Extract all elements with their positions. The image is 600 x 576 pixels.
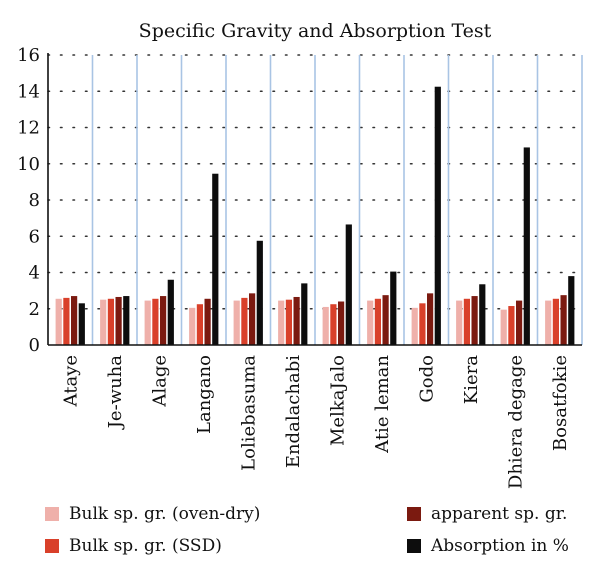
bar-alage-s4 [167,279,174,345]
bar-langano-s4 [212,173,219,345]
bar-ataye-s2 [63,297,70,345]
bar-godo-s4 [434,86,441,345]
legend-item-1: Bulk sp. gr. (oven-dry) [45,504,260,524]
grid [47,54,583,345]
bar-kiera-s3 [471,296,478,345]
legend: Bulk sp. gr. (oven-dry) Bulk sp. gr. (SSD… [0,496,600,576]
bar-je-wuha-s3 [115,296,122,345]
bar-langano-s2 [196,304,203,345]
bar-ataye-s4 [78,303,85,345]
bar-chart: Specific Gravity and Absorption Test 0 2 4… [17,20,583,489]
legend-swatch [45,507,59,521]
y-tick-label: 8 [29,190,40,211]
bar-langano-s1 [189,307,196,345]
x-tick-label: Godo [416,355,437,403]
bar-alage-s1 [144,300,151,345]
y-tick-label: 2 [29,299,40,320]
bar-je-wuha-s1 [100,299,107,345]
x-tick-label: Dhiera degage [505,355,526,489]
legend-label: Bulk sp. gr. (SSD) [69,536,222,556]
bar-endalachabi-s3 [293,296,300,345]
bar-dhiera-degage-s2 [508,306,515,345]
legend-label: Bulk sp. gr. (oven-dry) [69,504,261,524]
axes: 0 2 4 6 8 10 12 14 16 Ataye Je-wuha Alage Langano Lol… [17,45,582,489]
x-tick-label: Ataye [60,355,81,407]
legend-item-4: Absorption in % [407,536,569,556]
bar-bosatfokie-s1 [545,300,552,345]
x-tick-label: Atie leman [372,355,393,454]
bar-loliebasuma-s3 [249,293,256,345]
bar-atie-leman-s1 [367,300,374,345]
chart-title: Specific Gravity and Absorption Test [139,20,492,42]
bar-melkajalo-s3 [338,301,345,345]
bar-melkajalo-s4 [345,224,352,345]
bar-langano-s3 [204,298,211,345]
y-tick-label: 16 [17,45,40,66]
x-tick-label: Endalachabi [283,355,304,468]
y-tick-label: 4 [29,263,40,284]
bar-loliebasuma-s1 [233,300,240,345]
x-tick-label: Bosatfokie [550,355,571,451]
bars [55,86,575,345]
bar-atie-leman-s3 [382,295,389,345]
bar-godo-s3 [427,293,434,345]
bar-kiera-s4 [479,284,486,345]
bar-endalachabi-s2 [285,299,292,345]
x-tick-label: MelkaJalo [327,355,348,446]
bar-dhiera-degage-s4 [523,147,530,345]
bar-endalachabi-s4 [301,283,308,345]
bar-bosatfokie-s2 [552,298,559,345]
bar-melkajalo-s2 [330,304,337,345]
bar-alage-s3 [160,296,167,345]
legend-item-3: apparent sp. gr. [407,504,567,524]
legend-swatch [407,507,421,521]
x-tick-label: Je-wuha [105,355,126,431]
bar-godo-s1 [411,307,418,345]
y-tick-label: 6 [29,226,40,247]
x-tick-label: Alage [149,355,170,408]
bar-ataye-s1 [55,298,62,345]
bar-atie-leman-s4 [390,271,397,345]
bar-kiera-s2 [463,298,470,345]
bar-je-wuha-s2 [107,298,114,345]
legend-label: apparent sp. gr. [431,504,568,524]
y-tick-label: 12 [17,118,40,139]
y-tick-label: 14 [17,81,40,102]
legend-swatch [45,539,59,553]
legend-label: Absorption in % [431,536,569,556]
bar-atie-leman-s2 [374,298,381,345]
bar-godo-s2 [419,303,426,345]
bar-alage-s2 [152,298,159,345]
legend-swatch [407,539,421,553]
bar-bosatfokie-s3 [560,295,567,345]
bar-bosatfokie-s4 [568,276,575,345]
y-tick-label: 10 [17,154,40,175]
bar-je-wuha-s4 [123,296,130,345]
bar-loliebasuma-s4 [256,240,263,345]
bar-kiera-s1 [456,300,463,345]
x-tick-label: Loliebasuma [238,355,259,471]
y-tick-label: 0 [29,335,40,356]
bar-endalachabi-s1 [278,300,285,345]
bar-dhiera-degage-s1 [500,309,507,345]
legend-item-2: Bulk sp. gr. (SSD) [45,536,222,556]
bar-dhiera-degage-s3 [516,300,523,345]
bar-melkajalo-s1 [322,306,329,345]
bar-loliebasuma-s2 [241,297,248,345]
x-tick-label: Kiera [461,355,482,404]
x-tick-label: Langano [194,355,215,434]
bar-ataye-s3 [71,296,78,345]
